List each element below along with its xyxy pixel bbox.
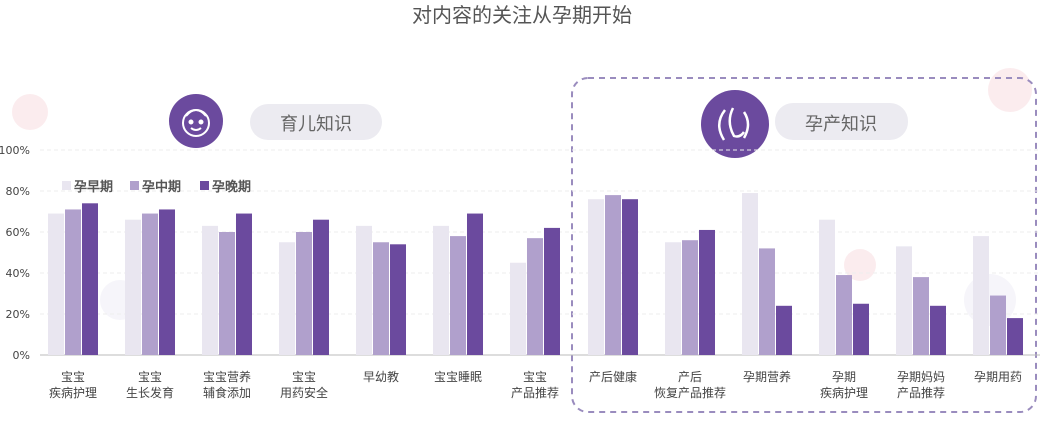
- x-tick-label: 早幼教: [363, 369, 399, 384]
- bars: [48, 193, 1023, 355]
- x-tick-label: 孕期用药: [974, 370, 1022, 384]
- y-tick-label: 0%: [13, 349, 30, 362]
- y-tick-label: 60%: [6, 226, 30, 239]
- bar: [1007, 318, 1023, 355]
- bar: [65, 209, 81, 355]
- bar: [930, 305, 946, 355]
- bar: [665, 242, 681, 355]
- legend-swatch: [130, 181, 139, 190]
- bar: [142, 213, 158, 355]
- x-tick-label: 宝宝生长发育: [126, 370, 174, 400]
- legend-swatch: [62, 181, 71, 190]
- baby-face-icon: [169, 94, 223, 148]
- bar: [125, 219, 141, 355]
- bar: [510, 262, 526, 355]
- bar: [622, 199, 638, 355]
- parenting-label: 育儿知识: [280, 114, 352, 135]
- bar: [527, 238, 543, 355]
- y-tick-label: 80%: [6, 185, 30, 198]
- bar: [544, 227, 560, 355]
- bar: [313, 219, 329, 355]
- bar: [605, 195, 621, 355]
- pregnancy-label: 孕产知识: [805, 114, 877, 135]
- bar: [450, 236, 466, 355]
- page-title: 对内容的关注从孕期开始: [412, 3, 632, 27]
- section-header-pregnancy: 孕产知识: [701, 90, 908, 158]
- legend-label: 孕早期: [74, 180, 113, 195]
- y-tick-label: 20%: [6, 308, 30, 321]
- bar: [776, 305, 792, 355]
- legend-label: 孕中期: [142, 179, 181, 195]
- bar: [896, 246, 912, 355]
- x-tick-label: 宝宝疾病护理: [49, 370, 97, 400]
- bar: [202, 225, 218, 355]
- bar: [82, 203, 98, 355]
- pregnancy-icon-glyph: [718, 107, 750, 141]
- bar: [836, 275, 852, 355]
- pregnancy-icon: [701, 90, 769, 158]
- bar: [913, 277, 929, 355]
- x-tick-label: 宝宝营养辅食添加: [203, 369, 251, 400]
- bar: [433, 225, 449, 355]
- legend-swatch: [200, 181, 209, 190]
- parenting-pill: [250, 104, 382, 140]
- y-tick-label: 100%: [0, 144, 30, 157]
- bar: [296, 232, 312, 355]
- pregnancy-pill: [775, 103, 908, 140]
- bar: [588, 199, 604, 355]
- x-tick-label: 宝宝睡眠: [434, 370, 482, 384]
- bar: [853, 303, 869, 355]
- section-header-parenting: 育儿知识: [169, 94, 382, 148]
- y-axis-ticks: 0% 20% 40% 60% 80% 100%: [0, 144, 30, 362]
- bar: [48, 213, 64, 355]
- baby-face-icon-glyph: [182, 109, 210, 137]
- bar: [236, 213, 252, 355]
- bar: [159, 209, 175, 355]
- bar: [973, 236, 989, 355]
- x-tick-label: 孕期妈妈产品推荐: [897, 370, 945, 400]
- x-tick-label: 宝宝产品推荐: [511, 370, 559, 400]
- bar: [356, 225, 372, 355]
- bar: [279, 242, 295, 355]
- bar: [742, 193, 758, 355]
- x-tick-label: 孕期营养: [743, 369, 791, 384]
- bar: [373, 242, 389, 355]
- bar: [699, 229, 715, 355]
- legend-label: 孕晚期: [212, 179, 251, 195]
- bar: [219, 232, 235, 355]
- x-tick-label: 产后恢复产品推荐: [654, 370, 726, 400]
- bar: [990, 295, 1006, 355]
- bar: [819, 219, 835, 355]
- bar: [682, 240, 698, 355]
- x-tick-label: 孕期疾病护理: [820, 370, 868, 400]
- pregnancy-section-frame: [571, 77, 1037, 413]
- bar: [467, 213, 483, 355]
- x-tick-label: 宝宝用药安全: [280, 370, 328, 400]
- bar: [759, 248, 775, 355]
- legend: 孕早期 孕中期 孕晚期: [62, 179, 251, 195]
- bar: [390, 244, 406, 355]
- x-tick-label: 产后健康: [589, 369, 637, 384]
- y-tick-label: 40%: [6, 267, 30, 280]
